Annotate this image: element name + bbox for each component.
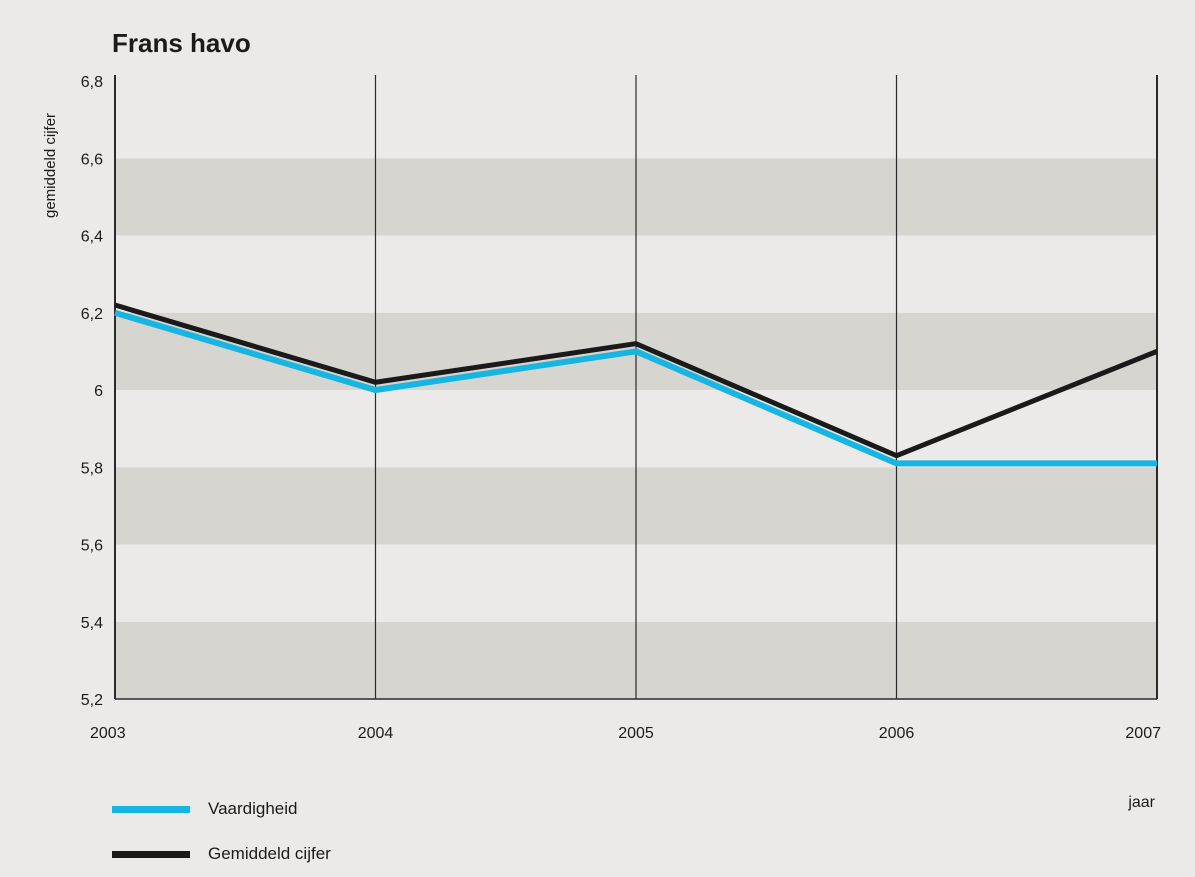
y-tick-label: 5,6: [81, 538, 103, 555]
y-tick-label: 6,2: [81, 306, 103, 323]
x-tick-label: 2007: [1125, 725, 1161, 742]
legend-item-vaardigheid: Vaardigheid: [112, 795, 297, 823]
chart-title: Frans havo: [112, 28, 251, 58]
series-line-vaardigheid: [114, 309, 1157, 467]
y-tick-label: 6: [94, 383, 103, 400]
x-tick-label: 2006: [879, 725, 915, 742]
y-tick-label: 6,8: [81, 74, 103, 91]
y-tick-label: 5,4: [81, 615, 103, 632]
x-axis-label: jaar: [1127, 794, 1155, 811]
y-tick-label: 6,6: [81, 151, 103, 168]
y-tick-label: 5,2: [81, 692, 103, 709]
x-tick-label: 2003: [90, 725, 126, 742]
legend-swatch-vaardigheid: [112, 805, 190, 813]
legend-label-vaardigheid: Vaardigheid: [208, 799, 298, 818]
y-tick-label: 5,8: [81, 460, 103, 477]
legend-swatch-gemiddeld-cijfer: [112, 850, 190, 858]
legend-item-gemiddeld-cijfer: Gemiddeld cijfer: [112, 840, 331, 868]
x-tick-label: 2005: [618, 725, 654, 742]
x-tick-label: 2004: [358, 725, 394, 742]
y-tick-label: 6,4: [81, 229, 103, 246]
series-line-gemiddeld-cijfer: [114, 302, 1158, 459]
legend-label-gemiddeld-cijfer: Gemiddeld cijfer: [208, 844, 331, 863]
